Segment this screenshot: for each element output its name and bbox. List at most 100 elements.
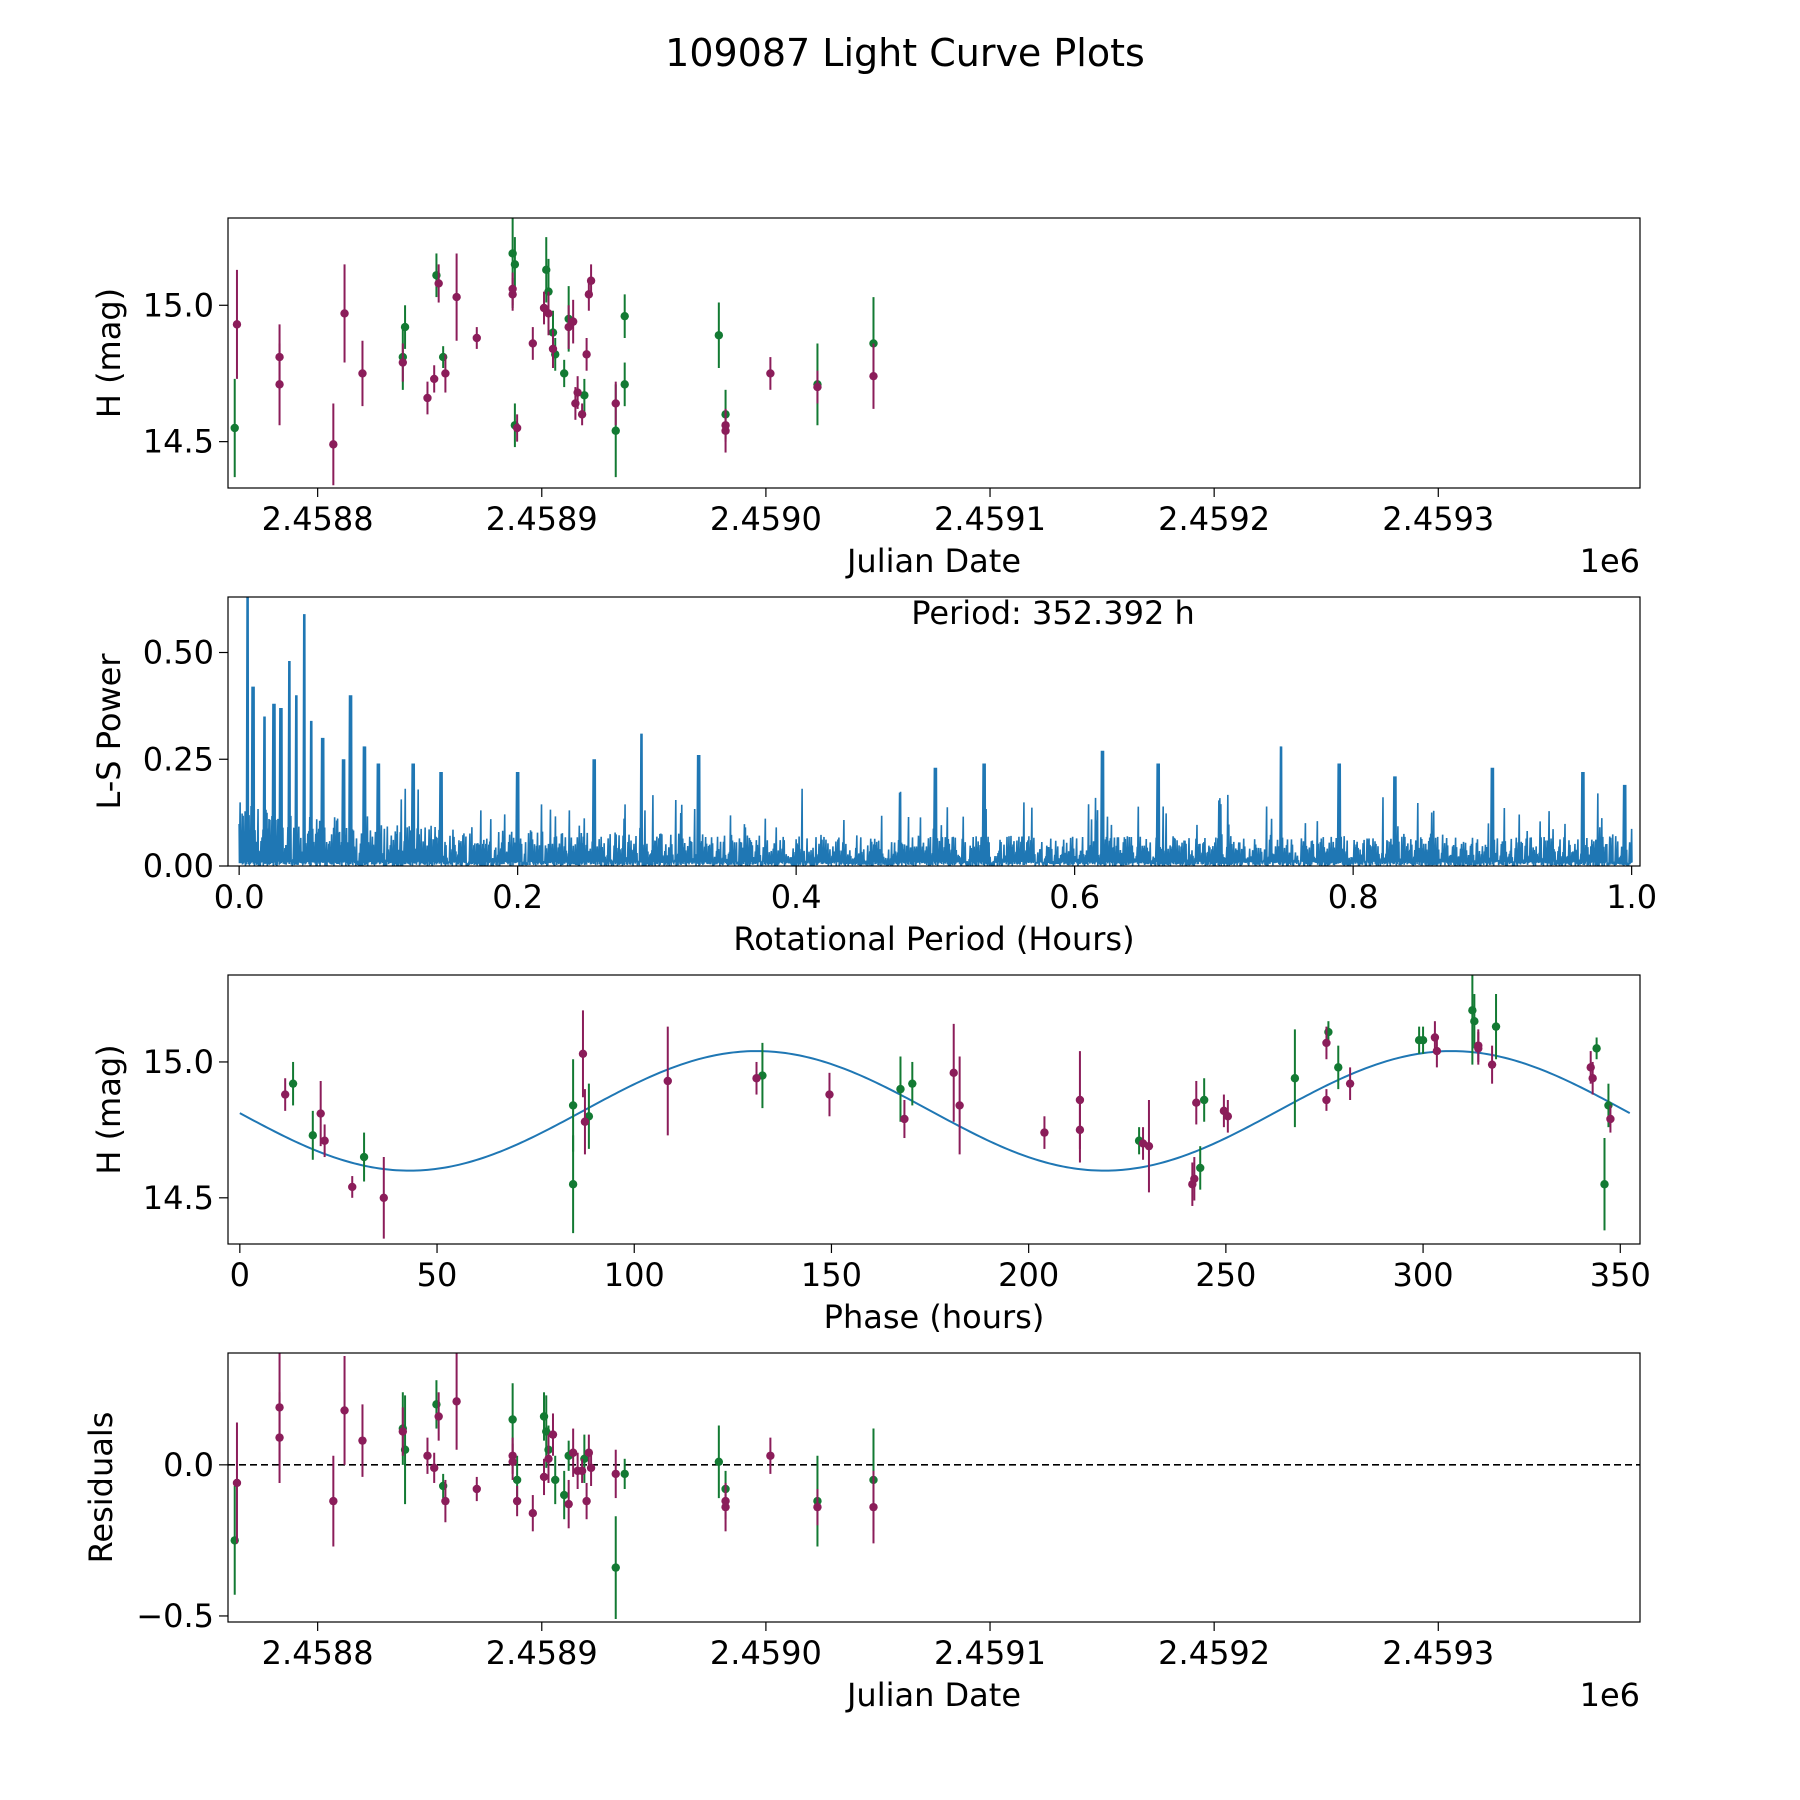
data-point: [551, 1475, 560, 1485]
data-point: [1192, 1098, 1201, 1107]
data-point: [582, 350, 591, 359]
data-point: [1487, 1060, 1497, 1069]
lightcurve-plot: 2.4588 2.4589 2.4590 2.4591 2.4592 2.4593 14.5…: [90, 217, 1648, 580]
data-point: [348, 1182, 357, 1192]
data-point: [577, 1466, 587, 1476]
data-point: [620, 380, 629, 389]
x-tick-label: 2.4592: [1158, 500, 1270, 538]
data-point: [578, 1049, 588, 1058]
figure-title: 109087 Light Curve Plots: [665, 31, 1145, 75]
data-point: [1196, 1163, 1205, 1173]
x-axis-label: Julian Date: [845, 1676, 1021, 1714]
periodogram-plot: 0.0 0.2 0.4 0.6 0.8 1.0 0.00 0.25 0.50 Rotational…: [90, 594, 1657, 958]
x-tick-label: 2.4593: [1382, 1634, 1494, 1672]
data-point: [472, 333, 481, 343]
data-point: [441, 1496, 450, 1506]
y-axis-label: L-S Power: [90, 653, 128, 810]
data-point: [1290, 1074, 1300, 1083]
data-point: [1075, 1095, 1085, 1105]
data-point: [423, 393, 432, 403]
data-point: [1643, 1473, 1651, 1481]
data-point: [949, 1068, 958, 1078]
data-point: [721, 421, 730, 430]
data-point: [1345, 1079, 1355, 1088]
y-tick-label: 14.5: [143, 1179, 214, 1217]
data-points: [230, 218, 1648, 486]
data-point: [528, 1508, 538, 1518]
x-tick-label: 2.4591: [934, 1634, 1046, 1672]
x-tick-label: 2.4592: [1158, 1634, 1270, 1672]
data-point: [316, 1109, 325, 1118]
x-tick-label: 2.4588: [262, 1634, 374, 1672]
data-point: [586, 1463, 596, 1473]
data-point: [611, 399, 620, 408]
data-point: [1040, 1128, 1049, 1137]
data-point: [1432, 1046, 1442, 1056]
data-point: [955, 1101, 964, 1110]
data-point: [508, 1457, 517, 1467]
data-point: [1640, 353, 1648, 361]
data-point: [320, 1136, 329, 1145]
data-point: [620, 311, 629, 321]
x-tick-label: 0.8: [1328, 878, 1379, 916]
data-point: [544, 309, 553, 318]
x-tick-label: 0.6: [1049, 878, 1100, 916]
residuals-plot: 2.4588 2.4589 2.4590 2.4591 2.4592 2.4593 −0.5…: [82, 1352, 1651, 1714]
y-tick-label: 0.00: [143, 847, 214, 885]
x-tick-label: 2.4593: [1382, 500, 1494, 538]
data-point: [434, 1412, 443, 1421]
data-point: [544, 1454, 553, 1463]
y-axis-label: Residuals: [82, 1412, 120, 1564]
y-axis-label: H (mag): [90, 288, 128, 418]
data-point: [580, 391, 589, 400]
data-point: [564, 1499, 573, 1509]
data-point: [275, 380, 284, 389]
y-tick-label: 0.50: [143, 634, 214, 672]
data-point: [232, 1478, 242, 1488]
data-point: [568, 1180, 578, 1189]
data-point: [900, 1114, 909, 1124]
x-tick-label: 50: [417, 1256, 458, 1294]
data-point: [423, 1451, 432, 1460]
data-point: [512, 423, 522, 433]
data-point: [611, 426, 620, 435]
data-point: [1418, 1036, 1428, 1045]
x-offset-label: 1e6: [1580, 542, 1640, 580]
data-point: [441, 369, 450, 378]
x-tick-label: 350: [1590, 1256, 1651, 1294]
data-point: [1470, 1016, 1479, 1026]
data-point: [559, 1490, 569, 1500]
data-point: [452, 1397, 461, 1406]
data-point: [586, 276, 596, 285]
x-tick-label: 2.4590: [710, 500, 822, 538]
data-point: [508, 1415, 517, 1424]
data-point: [528, 339, 538, 348]
data-point: [611, 1469, 620, 1479]
data-point: [508, 284, 517, 294]
data-point: [611, 1563, 620, 1572]
data-point: [1592, 1044, 1601, 1053]
data-point: [568, 1101, 578, 1110]
data-point: [559, 369, 569, 378]
data-point: [230, 423, 239, 433]
data-point: [358, 369, 367, 378]
data-point: [869, 371, 878, 381]
period-annotation: Period: 352.392 h: [911, 594, 1195, 632]
data-point: [721, 1496, 730, 1506]
y-axis-label: H (mag): [90, 1044, 128, 1174]
x-tick-label: 2.4591: [934, 500, 1046, 538]
data-point: [512, 1475, 522, 1485]
data-point: [825, 1090, 834, 1099]
data-point: [568, 1448, 578, 1457]
data-point: [232, 320, 242, 329]
data-point: [869, 1502, 878, 1512]
data-point: [752, 1074, 761, 1083]
data-point: [539, 1472, 549, 1482]
data-point: [896, 1084, 905, 1094]
data-point: [1588, 1074, 1597, 1083]
data-point: [1491, 1022, 1501, 1031]
model-sine-curve: [239, 1050, 1631, 1172]
x-tick-label: 0: [230, 1256, 250, 1294]
data-point: [908, 1079, 917, 1088]
